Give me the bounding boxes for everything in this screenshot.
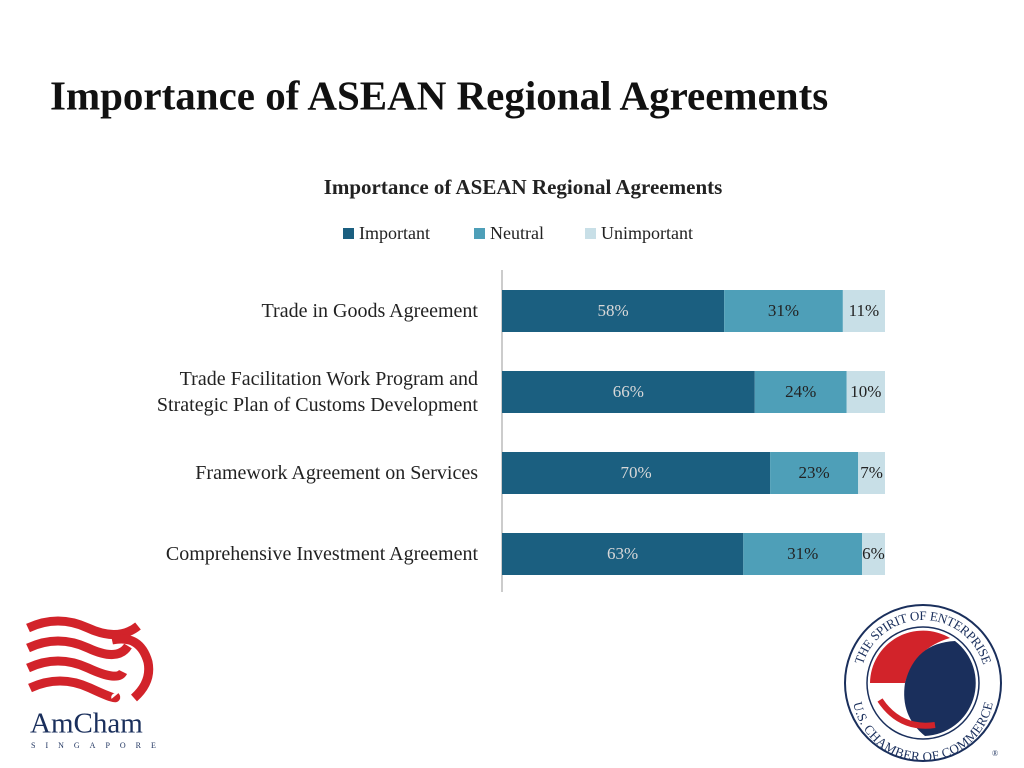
amcham-logo — [26, 616, 154, 703]
data-label: 24% — [785, 382, 816, 401]
bar-segment — [502, 533, 744, 575]
data-label: 63% — [607, 544, 638, 563]
category-label: Comprehensive Investment Agreement — [165, 543, 478, 565]
chart-title: Importance of ASEAN Regional Agreements — [324, 175, 723, 199]
bar-segment — [862, 533, 885, 575]
bar-segment — [754, 371, 847, 413]
data-label: 23% — [799, 463, 830, 482]
data-label: 7% — [860, 463, 883, 482]
bar-segment — [842, 290, 885, 332]
bar-segment — [846, 371, 885, 413]
data-label: 31% — [787, 544, 818, 563]
bar-segment — [502, 371, 755, 413]
category-label: Trade Facilitation Work Program and Stra… — [156, 368, 478, 416]
legend-swatch — [585, 228, 596, 239]
amcham-text: AmCham — [30, 708, 143, 740]
bar-segment — [743, 533, 863, 575]
data-label: 31% — [768, 301, 799, 320]
bar-segment — [502, 452, 771, 494]
bar-segment — [858, 452, 885, 494]
bar-segment — [724, 290, 843, 332]
data-label: 70% — [620, 463, 651, 482]
slide-title: Importance of ASEAN Regional Agreements — [50, 72, 828, 118]
registered: ® — [992, 749, 998, 758]
legend-label: Important — [359, 223, 430, 243]
legend-label: Neutral — [490, 223, 544, 243]
data-label: 10% — [850, 382, 881, 401]
category-label: Trade in Goods Agreement — [261, 300, 478, 322]
amcham-sub: SINGAPORE — [31, 741, 166, 750]
chamber-seal: THE SPIRIT OF ENTERPRISE U.S. CHAMBER OF… — [844, 604, 1002, 764]
data-label: 66% — [613, 382, 644, 401]
data-label: 11% — [849, 301, 880, 320]
category-label: Framework Agreement on Services — [195, 462, 478, 484]
legend-swatch — [343, 228, 354, 239]
legend-label: Unimportant — [601, 223, 693, 243]
data-label: 58% — [597, 301, 628, 320]
bar-segment — [502, 290, 725, 332]
bar-segment — [770, 452, 859, 494]
legend-swatch — [474, 228, 485, 239]
data-label: 6% — [862, 544, 885, 563]
